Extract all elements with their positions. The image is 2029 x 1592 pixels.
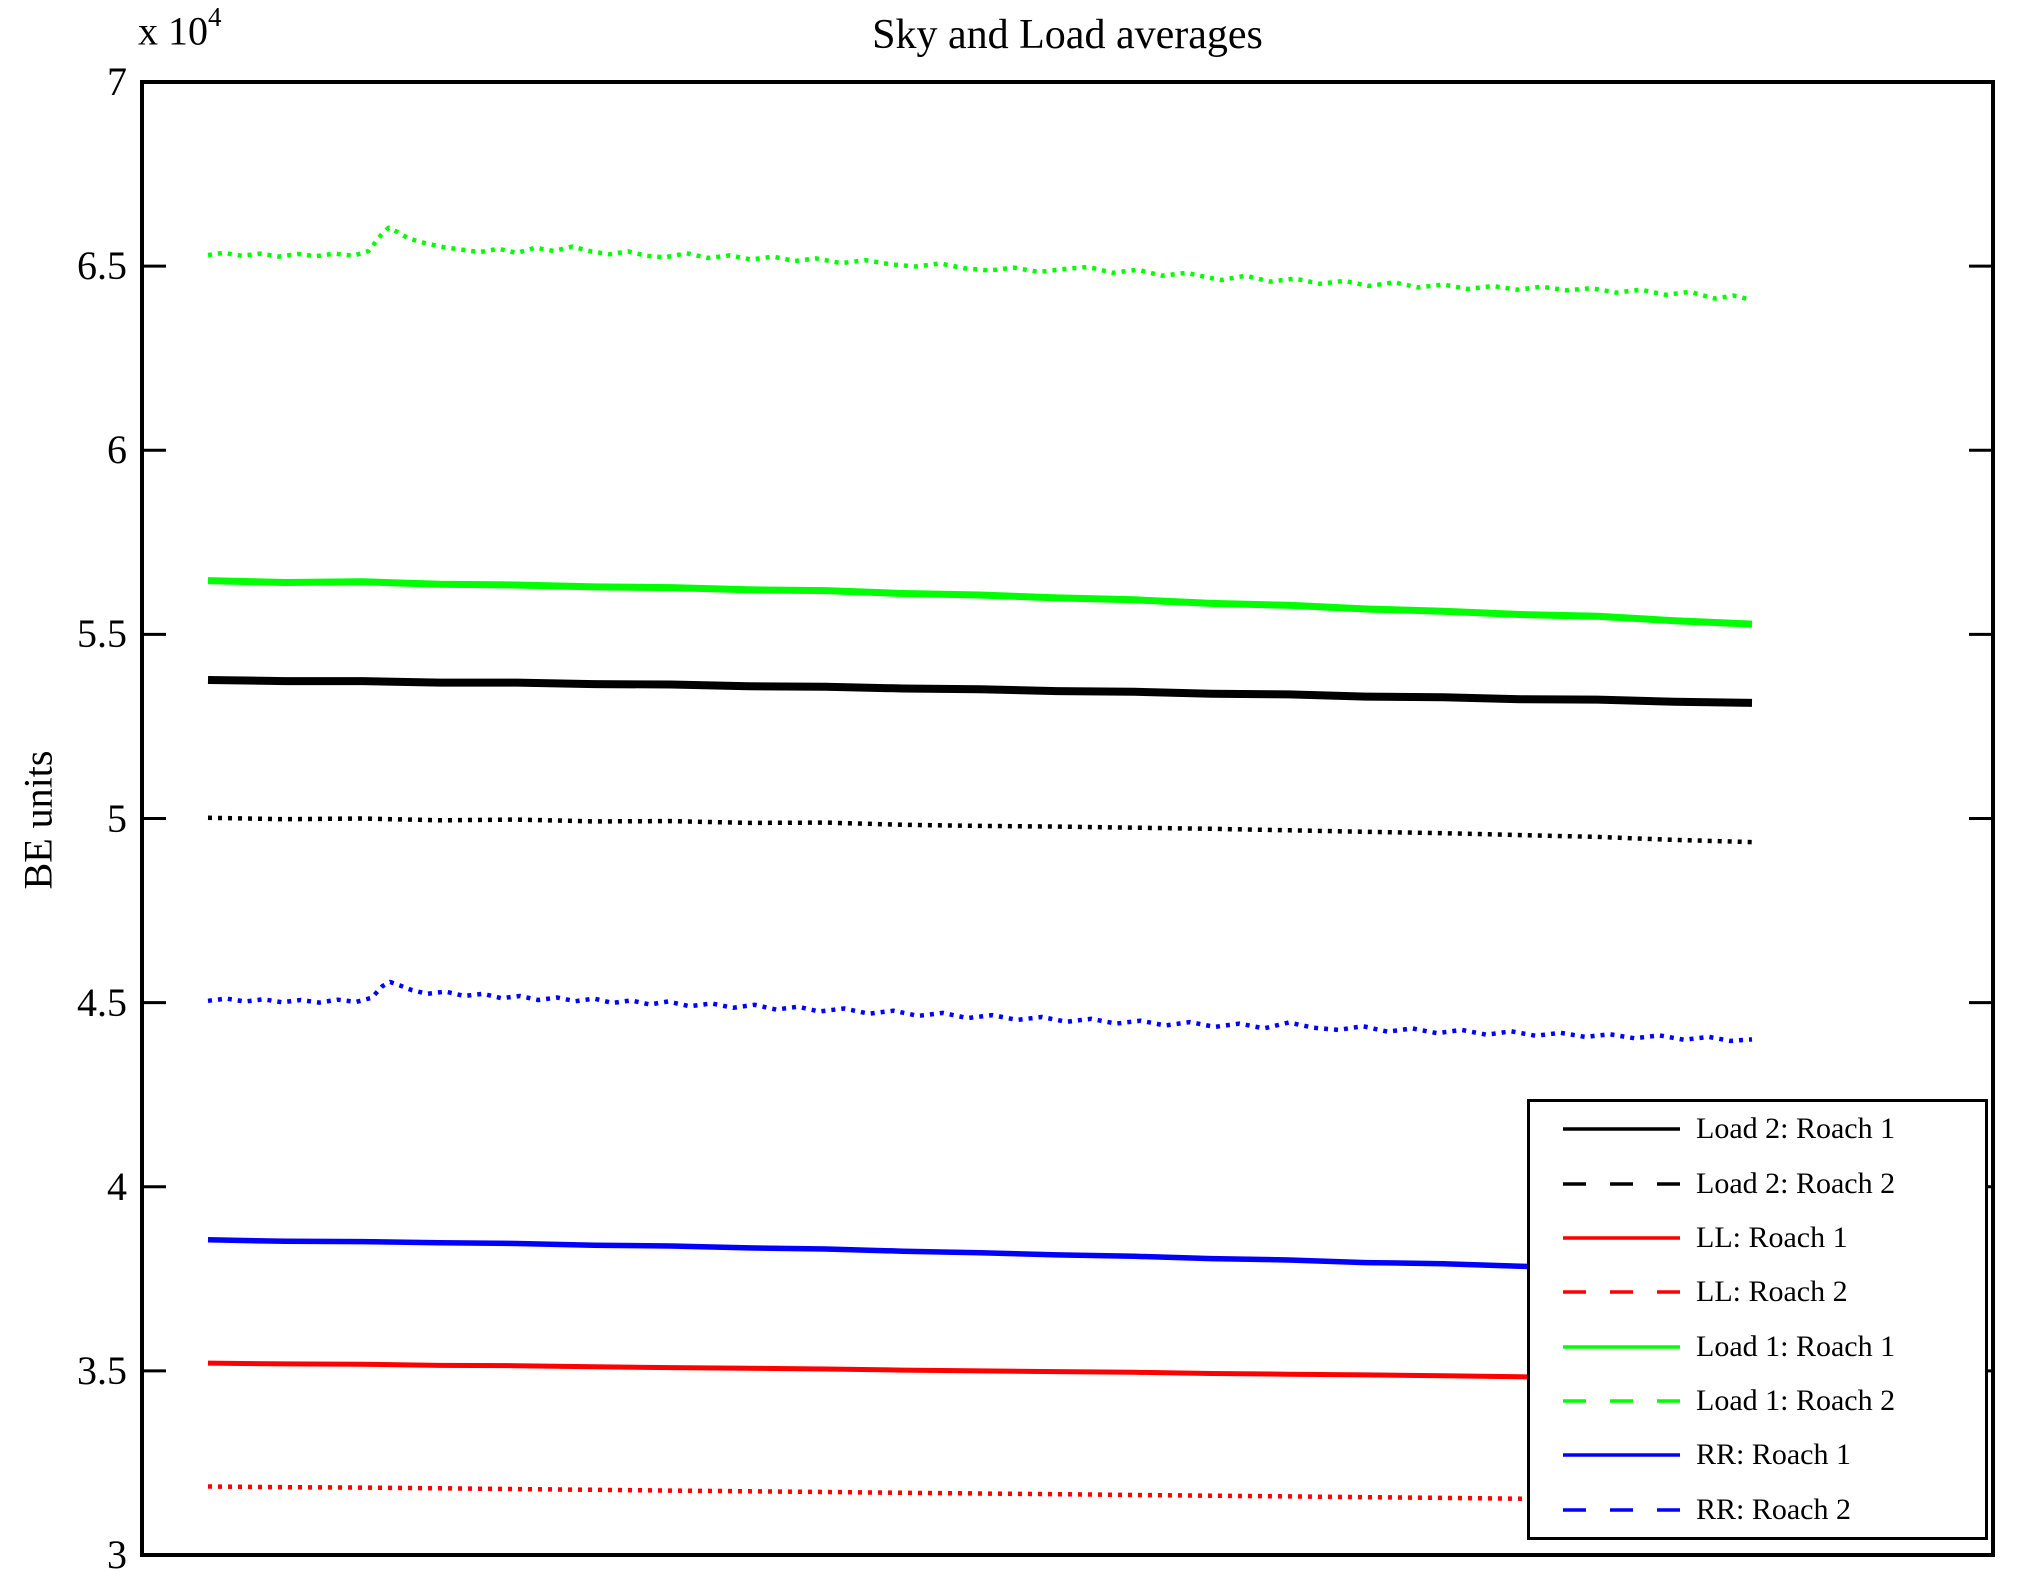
legend-keyline-ll-roach-1 [1563, 1236, 1680, 1240]
legend-label: Load 2: Roach 1 [1696, 1112, 1896, 1146]
y-tick-label-6: 6 [107, 427, 127, 473]
y-tick-label-3.5: 3.5 [77, 1347, 127, 1393]
legend-keyline-load-2-roach-2 [1563, 1181, 1680, 1186]
series-ll-roach-2 [207, 1484, 1753, 1503]
y-axis-multiplier: x 104 [138, 4, 222, 54]
series-load-1-roach-1 [207, 577, 1753, 628]
legend-label: LL: Roach 1 [1696, 1220, 1848, 1254]
series-load-2-roach-1 [207, 676, 1753, 707]
series-load-2-roach-2 [207, 815, 1753, 845]
legend-item-load-2-roach-1: Load 2: Roach 1 [1530, 1102, 1985, 1156]
y-tick-label-7: 7 [107, 59, 127, 104]
legend-label: Load 1: Roach 1 [1696, 1329, 1896, 1363]
legend-label: RR: Roach 1 [1696, 1438, 1851, 1472]
series-load-1-roach-2 [207, 225, 1753, 303]
legend-item-ll-roach-1: LL: Roach 1 [1530, 1211, 1985, 1265]
series-rr-roach-2 [207, 979, 1753, 1044]
y-tick-label-6.5: 6.5 [77, 243, 127, 289]
y-axis-multiplier-base: x 10 [138, 8, 208, 54]
legend-keyline-load-1-roach-2 [1563, 1399, 1680, 1403]
legend-item-rr-roach-2: RR: Roach 2 [1530, 1483, 1985, 1537]
legend: Load 2: Roach 1 Load 2: Roach 2 LL: Roach … [1527, 1099, 1988, 1540]
legend-item-load-1-roach-2: Load 1: Roach 2 [1530, 1374, 1985, 1428]
axes-box [140, 80, 1995, 1557]
legend-keyline-rr-roach-2 [1563, 1508, 1680, 1512]
chart-title: Sky and Load averages [872, 12, 1263, 58]
legend-keyline-rr-roach-1 [1563, 1453, 1680, 1458]
y-tick-label-5: 5 [107, 795, 127, 841]
legend-item-load-2-roach-2: Load 2: Roach 2 [1530, 1156, 1985, 1210]
legend-keyline-load-1-roach-1 [1563, 1344, 1680, 1349]
legend-item-load-1-roach-1: Load 1: Roach 1 [1530, 1320, 1985, 1374]
legend-label: Load 1: Roach 2 [1696, 1384, 1896, 1418]
series-ll-roach-1 [207, 1360, 1753, 1382]
legend-item-rr-roach-1: RR: Roach 1 [1530, 1428, 1985, 1482]
y-tick-label-5.5: 5.5 [77, 611, 127, 657]
legend-label: Load 2: Roach 2 [1696, 1166, 1896, 1200]
legend-item-ll-roach-2: LL: Roach 2 [1530, 1265, 1985, 1319]
legend-keyline-ll-roach-2 [1563, 1290, 1680, 1295]
series-rr-roach-1 [207, 1237, 1753, 1274]
y-axis-multiplier-exponent: 4 [208, 2, 222, 32]
legend-label: LL: Roach 2 [1696, 1275, 1848, 1309]
y-tick-label-4.5: 4.5 [77, 979, 127, 1025]
legend-keyline-load-2-roach-1 [1563, 1127, 1680, 1131]
y-tick-label-4: 4 [107, 1163, 127, 1209]
legend-label: RR: Roach 2 [1696, 1492, 1851, 1526]
y-tick-label-3: 3 [107, 1532, 127, 1577]
